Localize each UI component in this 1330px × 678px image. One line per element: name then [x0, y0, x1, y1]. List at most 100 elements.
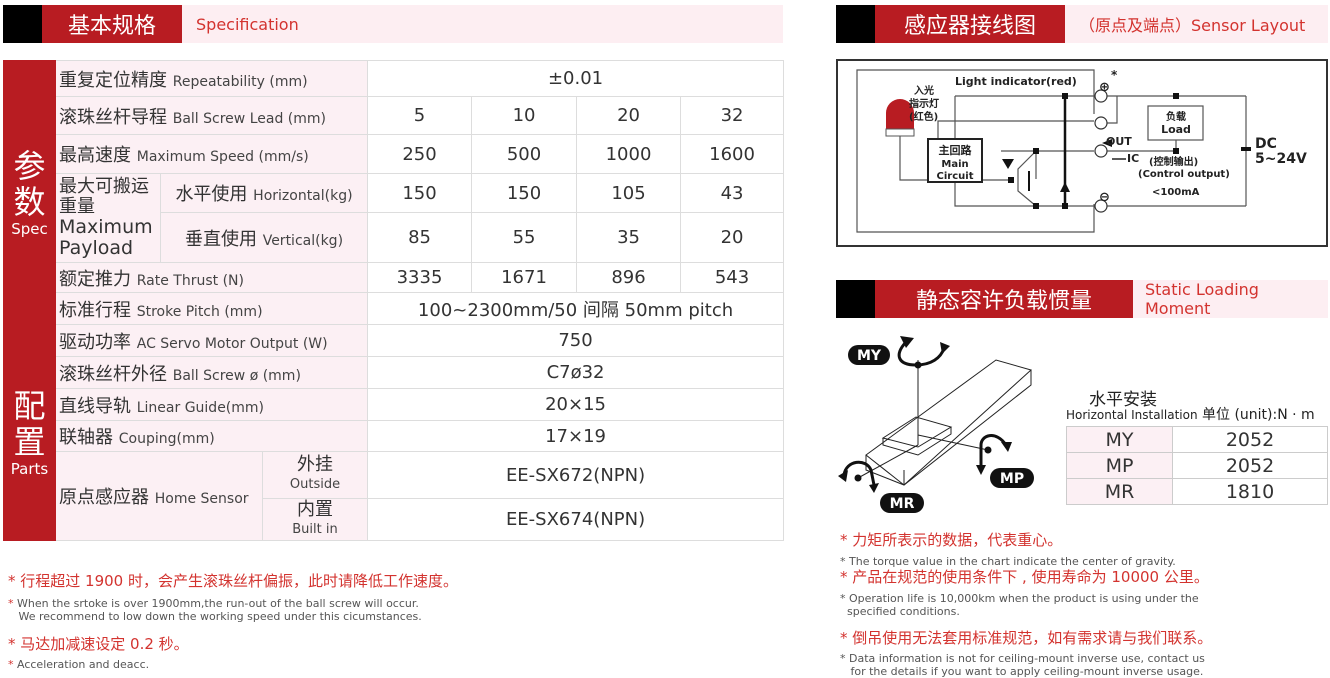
row-label: 滚珠丝杆外径 Ball Screw ø (mm)	[54, 356, 369, 389]
value-cell: 3335	[367, 262, 473, 293]
main-circuit-cn: 主回路	[939, 143, 973, 157]
table-row: 最高速度 Maximum Speed (mm/s) 250 500 1000 1600	[4, 134, 785, 174]
header-black-block	[836, 280, 875, 318]
table-row: MP 2052	[1066, 452, 1328, 479]
moment-title-en: Static Loading Moment	[1133, 280, 1328, 318]
table-row: 参数 Spec 重复定位精度 Repeatability (mm) ±0.01	[3, 60, 785, 325]
table-row: 滚珠丝杆导程 Ball Screw Lead (mm) 5 10 20 32	[4, 96, 785, 135]
control-output-en: (Control output)	[1138, 169, 1230, 180]
payload-label: 最大可搬运 重量 Maximum Payload	[55, 173, 161, 263]
spec-table: 参数 Spec 重复定位精度 Repeatability (mm) ±0.01 滚…	[3, 60, 785, 541]
row-label: 最高速度 Maximum Speed (mm/s)	[54, 134, 369, 174]
horizontal-label: 水平使用 Horizontal(kg)	[159, 173, 369, 213]
main-circuit-en-2: Circuit	[937, 171, 974, 182]
table-row: 直线导轨 Linear Guide(mm) 20×15	[4, 388, 785, 421]
row-label: 直线导轨 Linear Guide(mm)	[54, 388, 369, 421]
table-row: 内置 Built in EE-SX674(NPN)	[4, 498, 785, 541]
value-cell: C7ø32	[367, 356, 785, 389]
value-cell: 1000	[576, 134, 682, 174]
value-cell: 1671	[471, 262, 578, 293]
table-row: 垂直使用 Vertical(kg) 85 55 35 20	[4, 212, 785, 263]
table-row: 原点感应器 Home Sensor 外挂 Outside EE-SX672(NPN…	[4, 451, 785, 541]
lamp-label-1: 入光	[914, 84, 934, 97]
minus-terminal-icon: ⊖	[1099, 190, 1110, 205]
value-cell: 100~2300mm/50 间隔 50mm pitch	[367, 292, 785, 325]
row-label: 联轴器 Couping(mm)	[54, 420, 369, 452]
moment-table: MY 2052 MP 2052 MR 1810	[1066, 426, 1328, 505]
value-cell: 32	[680, 96, 785, 135]
value-cell: 5	[367, 96, 473, 135]
moment-diagram: MY MP MR	[838, 336, 1034, 513]
group-params: 参数 Spec	[3, 60, 56, 325]
moment-value: 1810	[1172, 478, 1328, 505]
value-cell: 35	[576, 212, 682, 263]
value-cell: 1600	[680, 134, 785, 174]
value-cell: 55	[471, 212, 578, 263]
load-en: Load	[1161, 123, 1191, 136]
header-black-block	[836, 5, 875, 43]
mp-label: MP	[1000, 471, 1024, 487]
table-row: 联轴器 Couping(mm) 17×19	[4, 420, 785, 452]
lamp-label-2: 指示灯	[909, 97, 939, 110]
row-label: 重复定位精度 Repeatability (mm)	[54, 60, 369, 97]
row-label: 驱动功率 AC Servo Motor Output (W)	[54, 324, 369, 357]
dc-label: DC	[1255, 136, 1277, 152]
value-cell: 150	[367, 173, 473, 213]
light-indicator-label: Light indicator(red)	[955, 75, 1077, 88]
spec-title-cn: 基本规格	[42, 5, 182, 43]
table-row: MY 2052	[1066, 426, 1328, 453]
lamp-label-3: (红色)	[909, 110, 938, 123]
install-en: Horizontal Installation	[1066, 408, 1198, 422]
spec-title-en: Specification	[182, 5, 783, 43]
ic-label: IC	[1127, 152, 1139, 165]
out-label: OUT	[1106, 135, 1132, 148]
unit-label: 单位 (unit):N · m	[1202, 407, 1315, 423]
value-cell: 105	[576, 173, 682, 213]
value-cell: 10	[471, 96, 578, 135]
moment-note-3: * 倒吊使用无法套用标准规范，如有需求请与我们联系。 * Data inform…	[840, 629, 1213, 678]
moment-note-1: * 力矩所表示的数据，代表重心。 * The torque value in t…	[840, 531, 1176, 568]
table-row: 配置 Parts 驱动功率 AC Servo Motor Output (W) 7…	[3, 324, 785, 541]
value-cell: 750	[367, 324, 785, 357]
value-cell: 896	[576, 262, 682, 293]
value-cell: EE-SX674(NPN)	[367, 498, 785, 541]
table-row: 额定推力 Rate Thrust (N) 3335 1671 896 543	[4, 262, 785, 293]
table-row: 最大可搬运 重量 Maximum Payload 水平使用 Horizontal(kg…	[4, 173, 785, 263]
row-label: 标准行程 Stroke Pitch (mm)	[54, 292, 369, 325]
group-parts: 配置 Parts	[3, 324, 56, 541]
row-label: 原点感应器 Home Sensor	[55, 451, 263, 541]
table-row: 滚珠丝杆外径 Ball Screw ø (mm) C7ø32	[4, 356, 785, 389]
plus-terminal-icon: ⊕	[1099, 80, 1110, 95]
table-row: MR 1810	[1066, 478, 1328, 505]
moment-key: MR	[1066, 478, 1173, 505]
value-cell: 17×19	[367, 420, 785, 452]
moment-key: MY	[1066, 426, 1173, 453]
moment-value: 2052	[1172, 426, 1328, 453]
moment-note-2: * 产品在规范的使用条件下 , 使用寿命为 10000 公里。 * Operat…	[840, 568, 1209, 618]
vertical-label: 垂直使用 Vertical(kg)	[159, 212, 369, 263]
my-label: MY	[857, 348, 882, 364]
current-label: <100mA	[1152, 187, 1200, 198]
value-cell: 543	[680, 262, 785, 293]
table-row: 标准行程 Stroke Pitch (mm) 100~2300mm/50 间隔 …	[4, 292, 785, 325]
value-cell: ±0.01	[367, 60, 785, 97]
value-cell: 85	[367, 212, 473, 263]
moment-title-cn: 静态容许负载惯量	[875, 280, 1133, 318]
builtin-label: 内置 Built in	[261, 498, 369, 541]
sensor-title-en: （原点及端点）Sensor Layout	[1065, 5, 1328, 43]
value-cell: 500	[471, 134, 578, 174]
spec-note-1: * 行程超过 1900 时，会产生滚珠丝杆偏振，此时请降低工作速度。 * Whe…	[8, 572, 458, 623]
value-cell: 43	[680, 173, 785, 213]
voltage-label: 5~24V	[1255, 151, 1307, 167]
spec-note-2: * 马达加减速设定 0.2 秒。 * Acceleration and deac…	[8, 635, 189, 671]
moment-key: MP	[1066, 452, 1173, 479]
row-label: 额定推力 Rate Thrust (N)	[54, 262, 369, 293]
row-label: 滚珠丝杆导程 Ball Screw Lead (mm)	[54, 96, 369, 135]
value-cell: 20	[680, 212, 785, 263]
header-black-block	[3, 5, 42, 43]
asterisk-mark: *	[1111, 68, 1118, 82]
value-cell: 150	[471, 173, 578, 213]
install-cn: 水平安装	[1089, 390, 1157, 410]
main-circuit-en-1: Main	[941, 159, 968, 170]
moment-value: 2052	[1172, 452, 1328, 479]
